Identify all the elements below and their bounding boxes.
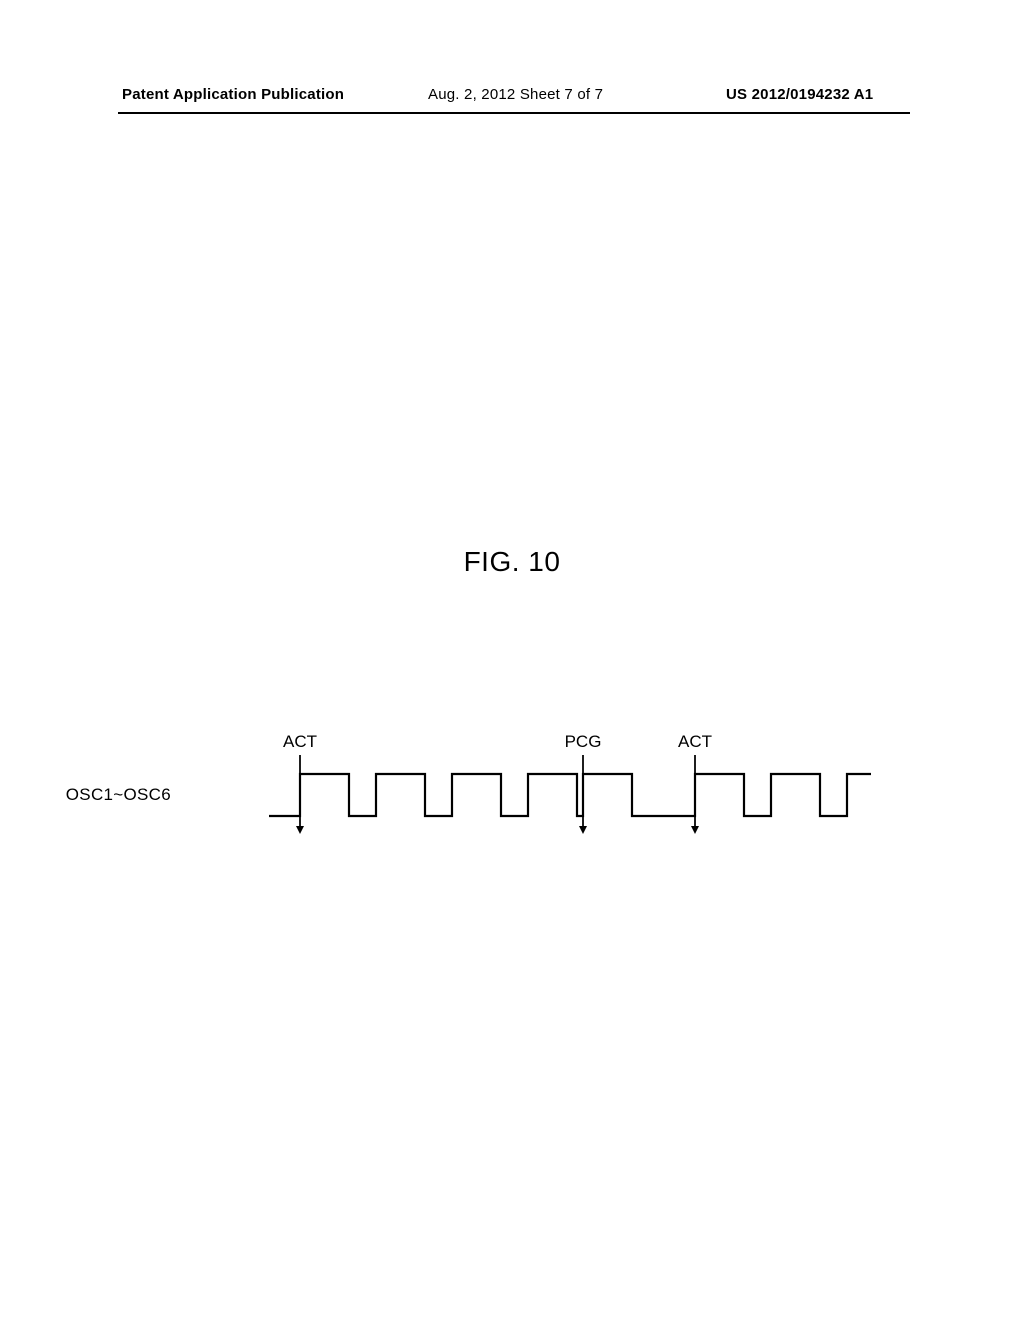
header-right: US 2012/0194232 A1 — [726, 86, 873, 103]
event-arrow-head — [296, 826, 304, 834]
page-root: Patent Application Publication Aug. 2, 2… — [0, 0, 1024, 1320]
figure-title: FIG. 10 — [0, 546, 1024, 578]
header-center: Aug. 2, 2012 Sheet 7 of 7 — [428, 86, 603, 103]
signal-label: OSC1~OSC6 — [66, 785, 171, 805]
header-left: Patent Application Publication — [122, 86, 344, 103]
header-rule — [118, 112, 910, 114]
event-label: PCG — [565, 732, 602, 752]
timing-diagram — [175, 700, 875, 840]
waveform-path — [269, 774, 871, 816]
event-arrow-head — [579, 826, 587, 834]
event-label: ACT — [283, 732, 317, 752]
event-label: ACT — [678, 732, 712, 752]
event-arrow-head — [691, 826, 699, 834]
